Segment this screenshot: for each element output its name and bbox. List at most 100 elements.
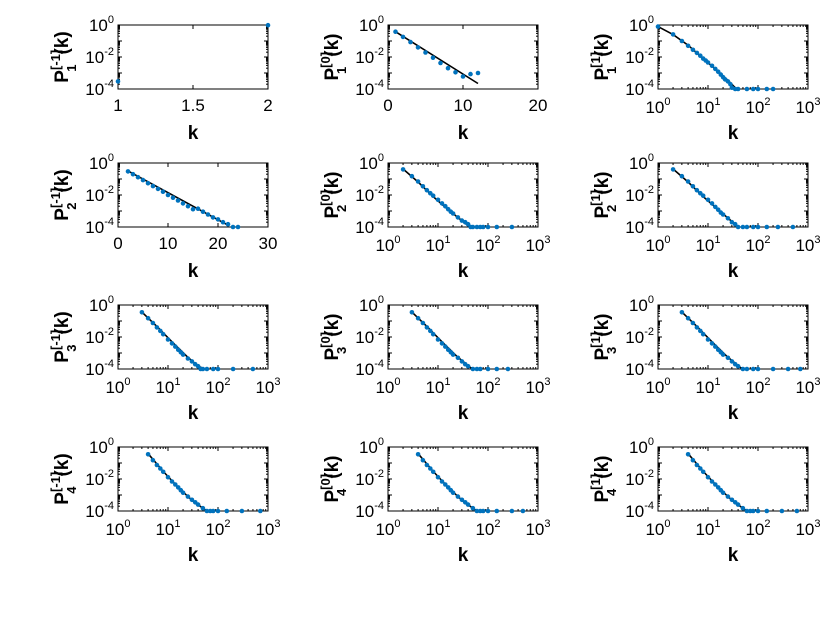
data-point [195, 502, 201, 507]
x-tick-base: 10 [525, 236, 544, 255]
y-tick-base: 10 [89, 438, 108, 457]
y-tick-label: 10-2 [355, 46, 384, 67]
axes-box [387, 24, 539, 90]
data-point [713, 66, 718, 72]
y-tick-exponent: -2 [644, 468, 654, 480]
fit-line [687, 453, 751, 512]
y-tick-label: 10-2 [355, 326, 384, 347]
y-tick-exponent: 0 [108, 14, 114, 26]
y-label-superscript: [-1] [48, 50, 63, 70]
data-point [400, 34, 406, 40]
data-point [400, 167, 406, 172]
y-axis-label: P[-1]2 (k) [48, 169, 79, 220]
y-tick-base: 10 [85, 502, 104, 521]
y-label-superscript: [-1] [48, 330, 63, 350]
y-tick-label: 10-4 [355, 500, 384, 521]
x-tick-exponent: 1 [714, 96, 720, 108]
data-point [165, 192, 171, 198]
data-point [505, 366, 511, 372]
data-point [494, 366, 500, 372]
x-axis-label: k [188, 403, 199, 424]
data-point [764, 86, 770, 92]
data-point [728, 81, 733, 87]
data-point [430, 331, 436, 337]
x-tick-base: 10 [795, 236, 814, 255]
data-point [785, 366, 791, 372]
y-tick-base: 10 [89, 296, 108, 315]
data-point [740, 505, 746, 511]
data-point [725, 216, 731, 221]
x-tick-exponent: 3 [544, 234, 550, 246]
data-point [694, 187, 700, 193]
data-point [679, 38, 685, 44]
x-tick-exponent: 2 [764, 518, 770, 530]
data-point [705, 474, 711, 480]
x-tick-label: 103 [525, 518, 550, 539]
x-tick-label: 101 [695, 234, 720, 255]
data-point [709, 341, 715, 346]
axes-box [117, 24, 269, 90]
x-tick-label: 100 [645, 376, 670, 397]
x-tick-label: 102 [745, 234, 770, 255]
data-point [180, 201, 186, 206]
y-tick-base: 10 [629, 438, 648, 457]
data-point [185, 494, 191, 499]
data-point [694, 325, 700, 330]
data-point [169, 341, 175, 346]
x-axis-label: k [728, 123, 739, 144]
y-tick-label: 100 [359, 436, 384, 457]
y-tick-label: 10-2 [625, 326, 654, 347]
x-tick-base: 10 [375, 520, 394, 539]
data-point [415, 179, 421, 184]
y-tick-exponent: -2 [374, 326, 384, 338]
y-axis-label: P[1]4 (k) [588, 455, 619, 502]
x-tick-base: 10 [525, 378, 544, 397]
data-point [460, 74, 466, 79]
data-point [190, 206, 196, 212]
y-tick-label: 100 [629, 14, 654, 35]
y-label-tail: (k) [592, 171, 613, 194]
x-tick-base: 10 [255, 378, 274, 397]
x-tick-exponent: 0 [394, 518, 400, 530]
data-point [225, 221, 231, 227]
y-label-base: P [322, 348, 343, 361]
x-tick-base: 10 [695, 236, 714, 255]
data-point [744, 508, 750, 514]
y-tick-label: 100 [359, 294, 384, 315]
x-tick-label: 102 [475, 376, 500, 397]
data-point [439, 201, 445, 206]
data-point [145, 180, 151, 186]
data-point [420, 184, 426, 189]
y-label-tail: (k) [322, 455, 343, 478]
data-point [165, 337, 171, 342]
x-axis-label: k [188, 261, 199, 282]
y-label-base: P [52, 70, 73, 83]
data-point [455, 355, 461, 361]
y-label-subscript: 3 [64, 345, 79, 352]
data-point [158, 328, 163, 334]
y-label-subscript: 3 [334, 347, 349, 354]
x-tick-base: 10 [105, 378, 124, 397]
data-point [415, 452, 421, 457]
x-tick-label: 102 [475, 234, 500, 255]
x-tick-label: 0 [113, 234, 122, 253]
y-axis-label: P[1]1 (k) [588, 33, 619, 80]
x-tick-label: 103 [525, 234, 550, 255]
y-tick-base: 10 [85, 48, 104, 67]
y-tick-base: 10 [89, 16, 108, 35]
data-point [185, 356, 191, 361]
data-point [470, 505, 476, 511]
y-tick-exponent: 0 [378, 294, 384, 306]
y-tick-exponent: -2 [644, 326, 654, 338]
x-tick-base: 10 [475, 236, 494, 255]
data-point [424, 187, 430, 193]
data-point [158, 466, 163, 471]
y-tick-exponent: -2 [374, 468, 384, 480]
y-tick-base: 10 [625, 360, 644, 379]
data-point [735, 502, 741, 507]
y-tick-exponent: 0 [108, 294, 114, 306]
x-tick-label: 101 [695, 96, 720, 117]
data-point [154, 462, 160, 468]
x-axis-label: k [458, 123, 469, 144]
